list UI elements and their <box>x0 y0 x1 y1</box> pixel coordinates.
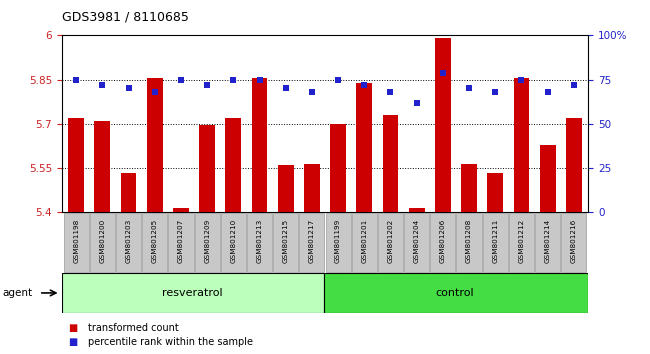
Bar <box>90 213 115 272</box>
Bar <box>535 213 560 272</box>
Bar <box>409 208 424 212</box>
Text: resveratrol: resveratrol <box>162 288 223 298</box>
Text: GSM801206: GSM801206 <box>440 218 446 263</box>
Point <box>228 77 239 82</box>
Bar <box>121 172 136 212</box>
Text: GSM801210: GSM801210 <box>230 218 237 263</box>
Bar <box>173 208 188 212</box>
Bar <box>168 213 194 272</box>
Bar <box>147 78 162 212</box>
Point <box>97 82 107 88</box>
Text: GSM801205: GSM801205 <box>151 218 158 263</box>
Text: ■: ■ <box>68 322 77 332</box>
Text: GDS3981 / 8110685: GDS3981 / 8110685 <box>62 10 188 23</box>
Bar <box>221 213 246 272</box>
Text: control: control <box>436 288 474 298</box>
Bar <box>326 213 350 272</box>
Bar <box>462 164 477 212</box>
Bar <box>300 213 324 272</box>
Point <box>437 70 448 75</box>
Point <box>464 86 474 91</box>
Point <box>124 86 134 91</box>
Bar <box>456 213 482 272</box>
Bar <box>430 213 456 272</box>
Point <box>543 89 553 95</box>
Bar <box>68 118 84 212</box>
Text: GSM801202: GSM801202 <box>387 218 393 263</box>
Point <box>150 89 160 95</box>
Text: GSM801216: GSM801216 <box>571 218 577 263</box>
Text: GSM801200: GSM801200 <box>99 218 105 263</box>
Bar <box>483 213 508 272</box>
Bar <box>226 118 241 212</box>
Point <box>281 86 291 91</box>
Bar <box>252 78 267 212</box>
Text: GSM801213: GSM801213 <box>257 218 263 263</box>
Bar <box>304 164 320 212</box>
Text: GSM801204: GSM801204 <box>413 218 420 263</box>
Bar <box>94 121 111 212</box>
Bar <box>540 144 556 212</box>
Bar <box>247 213 272 272</box>
Bar <box>509 213 534 272</box>
Text: GSM801208: GSM801208 <box>466 218 472 263</box>
Text: percentile rank within the sample: percentile rank within the sample <box>88 337 253 347</box>
Bar <box>116 213 141 272</box>
Bar <box>352 213 377 272</box>
Bar <box>324 273 588 313</box>
Bar <box>378 213 403 272</box>
Text: GSM801201: GSM801201 <box>361 218 367 263</box>
Bar <box>514 78 529 212</box>
Bar <box>383 115 398 212</box>
Point <box>569 82 579 88</box>
Point <box>176 77 186 82</box>
Text: transformed count: transformed count <box>88 322 179 332</box>
Bar <box>330 124 346 212</box>
Text: GSM801211: GSM801211 <box>492 218 499 263</box>
Point <box>71 77 81 82</box>
Point <box>333 77 343 82</box>
Bar <box>200 125 215 212</box>
Bar <box>273 213 298 272</box>
Bar <box>64 213 89 272</box>
Point <box>202 82 213 88</box>
Bar <box>62 273 324 313</box>
Point <box>359 82 369 88</box>
Point <box>411 100 422 105</box>
Point <box>385 89 396 95</box>
Bar <box>435 38 450 212</box>
Bar <box>194 213 220 272</box>
Bar <box>488 172 503 212</box>
Bar <box>561 213 586 272</box>
Text: GSM801209: GSM801209 <box>204 218 210 263</box>
Bar <box>404 213 429 272</box>
Text: GSM801215: GSM801215 <box>283 218 289 263</box>
Bar <box>566 118 582 212</box>
Text: GSM801198: GSM801198 <box>73 218 79 263</box>
Text: GSM801203: GSM801203 <box>125 218 131 263</box>
Bar <box>356 82 372 212</box>
Point <box>254 77 265 82</box>
Bar <box>142 213 167 272</box>
Text: ■: ■ <box>68 337 77 347</box>
Point <box>490 89 501 95</box>
Text: agent: agent <box>2 288 32 298</box>
Text: GSM801207: GSM801207 <box>178 218 184 263</box>
Bar <box>278 165 294 212</box>
Point <box>516 77 526 82</box>
Text: GSM801214: GSM801214 <box>545 218 551 263</box>
Text: GSM801199: GSM801199 <box>335 218 341 263</box>
Text: GSM801217: GSM801217 <box>309 218 315 263</box>
Text: GSM801212: GSM801212 <box>519 218 525 263</box>
Point <box>307 89 317 95</box>
